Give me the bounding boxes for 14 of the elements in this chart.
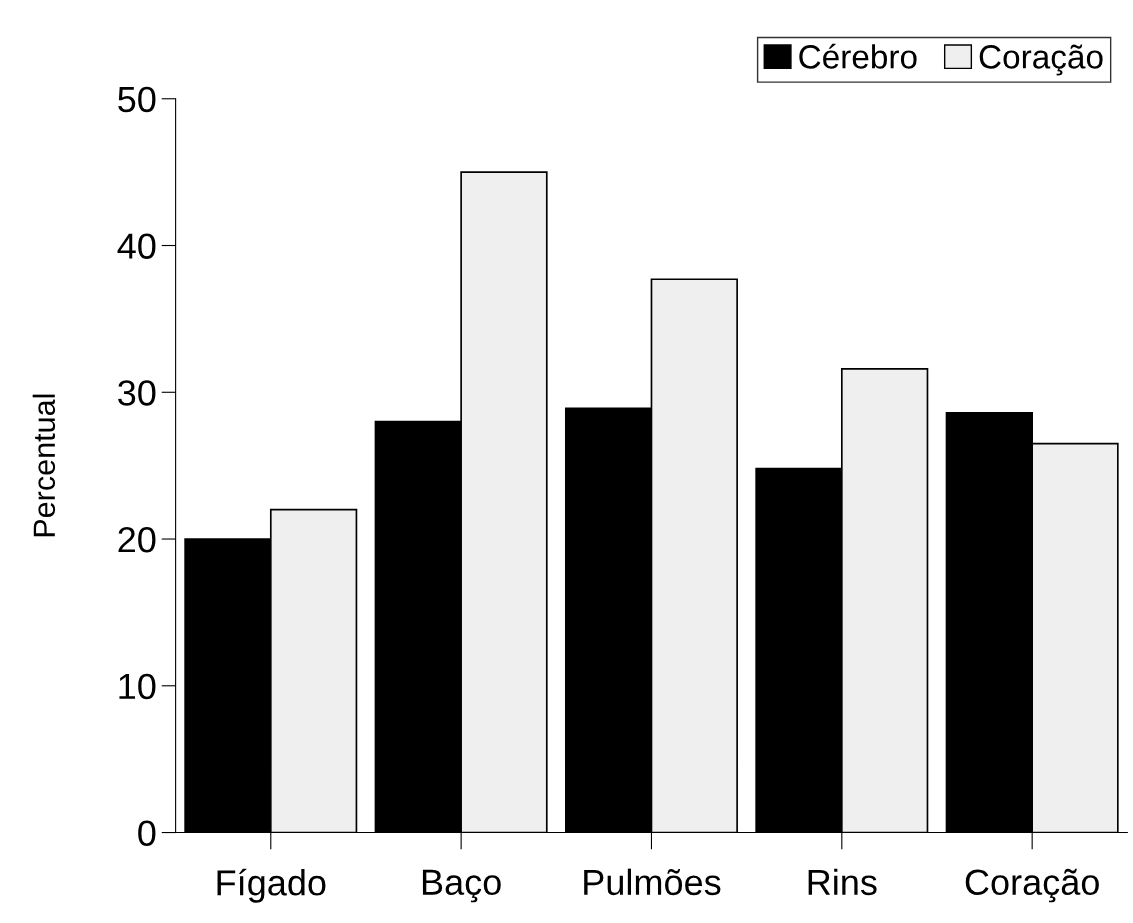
x-tick-label: Baço (422, 869, 501, 903)
y-tick-label: 40 (117, 233, 156, 259)
legend-label: Coração (979, 44, 1103, 76)
y-tick-label: 30 (118, 380, 156, 406)
legend-label: Cérebro (799, 43, 917, 69)
x-tick-label: Rins (808, 868, 877, 896)
x-tick-label: Pulmões (584, 868, 721, 896)
y-tick-label: 20 (118, 526, 156, 553)
y-tick-label: 50 (118, 86, 156, 113)
y-tick-label: 0 (138, 820, 156, 846)
y-tick-label: 10 (119, 673, 156, 700)
x-tick-label: Coração (965, 868, 1099, 903)
y-axis-title: Percentual (32, 394, 56, 537)
x-tick-label: Fígado (217, 868, 326, 903)
